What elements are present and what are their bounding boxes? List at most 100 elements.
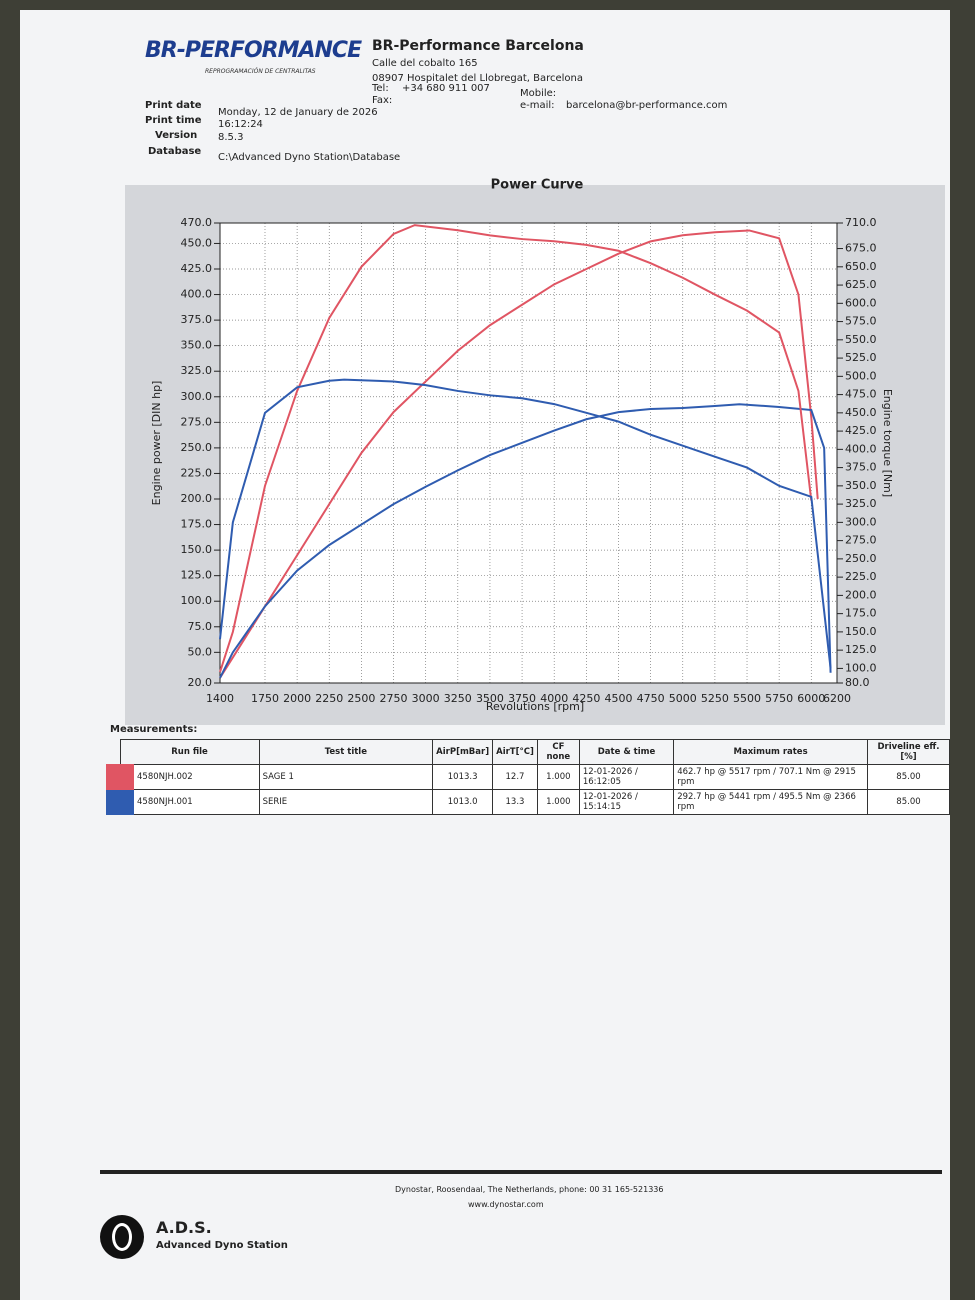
email-label: e-mail:	[520, 100, 555, 111]
y2-tick-label: 650.0	[845, 260, 877, 273]
series-line	[219, 378, 832, 669]
label: Print date	[145, 100, 202, 111]
y-axis-label: Engine power [DIN hp]	[150, 381, 163, 506]
cell: 4580NJH.001	[105, 789, 260, 815]
cell: 1013.0	[432, 789, 494, 815]
y2-tick-label: 675.0	[845, 242, 877, 255]
value: 16:12:24	[218, 119, 263, 130]
logo: BR-PERFORMANCE	[145, 38, 362, 63]
tel-label: Tel:	[372, 83, 389, 94]
value: 8.5.3	[218, 132, 244, 143]
y2-tick-label: 300.0	[845, 515, 877, 528]
table-title: Measurements:	[110, 724, 198, 735]
paper: BR-PERFORMANCE REPROGRAMACIÓN DE CENTRAL…	[20, 10, 951, 1300]
y2-axis-label: Engine torque [Nm]	[881, 389, 894, 497]
y-tick-label: 250.0	[181, 441, 213, 454]
y2-tick-label: 575.0	[845, 315, 877, 328]
y2-tick-label: 475.0	[845, 388, 877, 401]
y-tick-label: 75.0	[188, 620, 213, 633]
cell: 1013.3	[432, 764, 494, 790]
ads-logo	[100, 1215, 144, 1259]
series-line	[219, 403, 832, 679]
x-tick-label: 1400	[206, 692, 234, 705]
y2-tick-label: 225.0	[845, 570, 877, 583]
y-tick-label: 100.0	[181, 594, 213, 607]
cell: 85.00	[866, 764, 951, 790]
rule	[100, 1170, 942, 1174]
y2-tick-label: 375.0	[845, 461, 877, 474]
y2-tick-label: 80.0	[845, 676, 870, 689]
y-tick-label: 175.0	[181, 518, 213, 531]
cell: 292.7 hp @ 5441 rpm / 495.5 Nm @ 2366 rp…	[673, 789, 868, 815]
cell: 1.000	[536, 764, 580, 790]
mobile-label: Mobile:	[520, 88, 557, 99]
email: barcelona@br-performance.com	[566, 100, 728, 111]
cell: SAGE 1	[258, 764, 434, 790]
y2-tick-label: 525.0	[845, 351, 877, 364]
x-tick-label: 5250	[701, 692, 729, 705]
y-tick-label: 425.0	[181, 262, 213, 275]
x-axis-label: Revolutions [rpm]	[486, 700, 584, 713]
y-tick-label: 50.0	[188, 645, 213, 658]
y2-tick-label: 600.0	[845, 296, 877, 309]
y2-tick-label: 125.0	[845, 643, 877, 656]
cell: 12.7	[492, 764, 538, 790]
x-tick-label: 6200	[823, 692, 851, 705]
y2-tick-label: 325.0	[845, 497, 877, 510]
x-tick-label: 5500	[733, 692, 761, 705]
cell: 85.00	[866, 789, 951, 815]
y2-tick-label: 150.0	[845, 625, 877, 638]
x-tick-label: 4500	[604, 692, 632, 705]
cell: 13.3	[492, 789, 538, 815]
chart-title: Power Curve	[491, 178, 584, 193]
x-tick-label: 2750	[380, 692, 408, 705]
y-tick-label: 200.0	[181, 492, 213, 505]
y2-tick-label: 710.0	[845, 216, 877, 229]
x-tick-label: 2000	[283, 692, 311, 705]
y-tick-label: 450.0	[181, 236, 213, 249]
cell: 12-01-2026 / 16:12:05	[578, 764, 675, 790]
y2-tick-label: 350.0	[845, 479, 877, 492]
x-tick-label: 3500	[476, 692, 504, 705]
plot-area	[220, 223, 837, 683]
label: Version	[155, 130, 198, 141]
y-tick-label: 125.0	[181, 569, 213, 582]
x-tick-label: 4750	[637, 692, 665, 705]
plot-border	[219, 222, 838, 684]
maker: Dynostar, Roosendaal, The Netherlands, p…	[395, 1185, 664, 1194]
y2-tick-label: 450.0	[845, 406, 877, 419]
row: 4580NJH.001 SERIE 1013.0 13.3 1.000 12-01-202…	[105, 789, 951, 815]
y2-tick-label: 625.0	[845, 278, 877, 291]
y2-tick-label: 275.0	[845, 534, 877, 547]
x-tick-label: 3000	[412, 692, 440, 705]
cell: SERIE	[258, 789, 434, 815]
y-tick-label: 375.0	[181, 313, 213, 326]
measurements-table: Run file Test title AirP[mBar] AirT[°C] CF n…	[105, 739, 951, 815]
y2-tick-label: 200.0	[845, 588, 877, 601]
label: Print time	[145, 115, 202, 126]
fax-label: Fax:	[372, 95, 393, 106]
x-tick-label: 3250	[444, 692, 472, 705]
header-cell: Test title	[258, 739, 434, 765]
chart: Power Curve Revolutions [rpm] Engine pow…	[125, 178, 945, 725]
value: Monday, 12 de January de 2026	[218, 107, 378, 118]
y-tick-label: 400.0	[181, 288, 213, 301]
x-tick-label: 5750	[765, 692, 793, 705]
header-cell: AirT[°C]	[492, 739, 538, 765]
y2-tick-label: 250.0	[845, 552, 877, 565]
y2-tick-label: 500.0	[845, 369, 877, 382]
header-cell: Driveline eff.[%]	[866, 739, 951, 765]
row: 4580NJH.002 SAGE 1 1013.3 12.7 1.000 12-01-20…	[105, 764, 951, 790]
y2-tick-label: 400.0	[845, 442, 877, 455]
y-tick-label: 325.0	[181, 364, 213, 377]
y-tick-label: 20.0	[188, 676, 213, 689]
y-tick-label: 275.0	[181, 415, 213, 428]
cell: 4580NJH.002	[105, 764, 260, 790]
header-cell: CF none	[536, 739, 580, 765]
x-tick-label: 6000	[797, 692, 825, 705]
value: C:\Advanced Dyno Station\Database	[218, 152, 401, 163]
x-tick-label: 3750	[508, 692, 536, 705]
brand: A.D.S.	[156, 1218, 212, 1237]
x-tick-label: 4250	[572, 692, 600, 705]
